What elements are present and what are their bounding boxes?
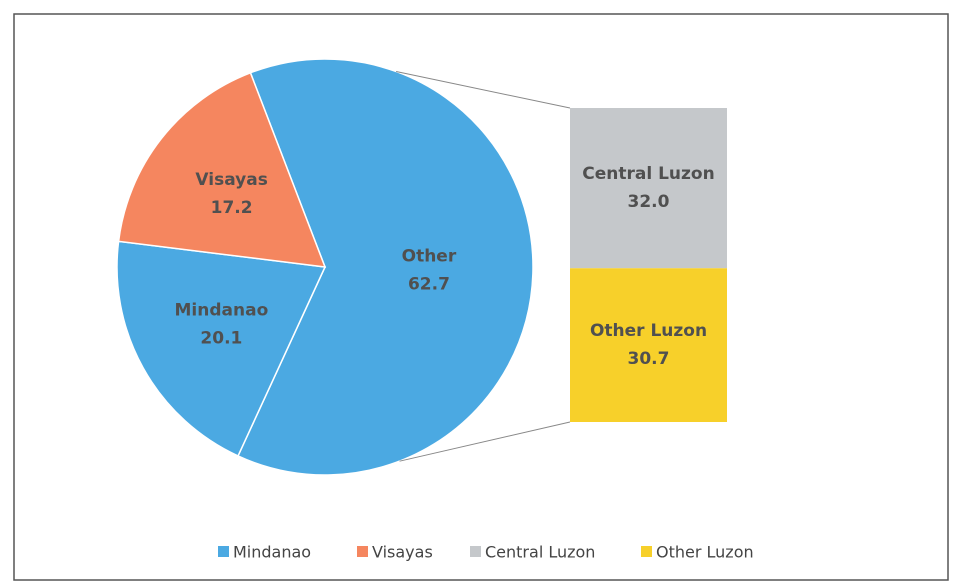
segment-value: 30.7 — [628, 349, 670, 369]
legend-label: Mindanao — [233, 543, 311, 562]
bar-segment — [570, 108, 727, 268]
slice-name: Other — [402, 246, 457, 266]
slice-name: Visayas — [195, 170, 267, 190]
legend-label: Visayas — [372, 543, 433, 562]
chart: Other 62.7 Mindanao 20.1 Visayas 17.2 Central … — [0, 0, 956, 586]
segment-name: Other Luzon — [590, 321, 707, 341]
slice-value: 62.7 — [408, 274, 450, 294]
legend-label: Central Luzon — [485, 543, 595, 562]
slice-value: 17.2 — [211, 198, 253, 218]
legend-swatch — [470, 546, 481, 557]
segment-value: 32.0 — [628, 192, 670, 212]
slice-name: Mindanao — [175, 301, 269, 321]
bar-segment — [570, 268, 727, 422]
legend-swatch — [218, 546, 229, 557]
legend-swatch — [357, 546, 368, 557]
segment-name: Central Luzon — [582, 164, 714, 184]
slice-value: 20.1 — [200, 329, 242, 349]
legend-swatch — [641, 546, 652, 557]
legend-label: Other Luzon — [656, 543, 754, 562]
